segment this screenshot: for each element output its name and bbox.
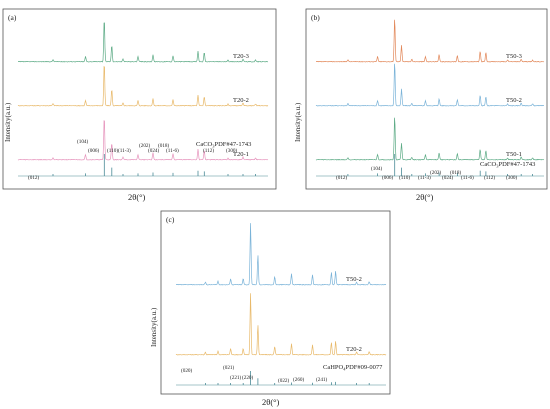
hkl-label: (112) xyxy=(203,147,214,154)
series-label: T50-2 xyxy=(506,97,522,104)
hkl-label: (260) xyxy=(293,376,305,383)
hkl-label: (006) xyxy=(88,147,100,154)
hkl-label: (300) xyxy=(506,174,518,181)
panel-label: (b) xyxy=(311,13,320,22)
series-label: T50-2 xyxy=(346,276,362,283)
hkl-label: (024) xyxy=(148,147,160,154)
hkl-label: (104) xyxy=(371,165,383,172)
hkl-label: (012) xyxy=(336,174,348,181)
hkl-label: (11-6) xyxy=(461,174,474,181)
series-line xyxy=(17,120,269,161)
hkl-label: (11-6) xyxy=(166,147,179,154)
series-line xyxy=(315,117,545,161)
panel-a: (a) Intensity(a.u.) 2θ(°) T20-3 T20-2 T20-… xyxy=(0,2,277,202)
series-line xyxy=(18,22,269,63)
hkl-label: (012) xyxy=(28,174,40,181)
plot-frame xyxy=(305,8,548,190)
hkl-label: (11-3) xyxy=(418,174,431,181)
series-group: T50-2 T20-2 xyxy=(175,223,387,356)
hkl-label: (018) xyxy=(450,169,462,176)
reference-label: CaCO3PDF#47-1743 xyxy=(196,141,251,149)
hkl-label: (112) xyxy=(484,174,495,181)
y-axis-label: Intensity(a.u.) xyxy=(294,102,302,142)
series-label: T20-2 xyxy=(346,346,362,353)
reference-label: CaCO3PDF#47-1743 xyxy=(480,161,535,169)
series-line xyxy=(316,19,545,63)
hkl-label: (202) xyxy=(139,142,151,149)
hkl-label: (11-3) xyxy=(118,147,131,154)
series-label: T20-2 xyxy=(233,97,249,104)
hkl-label: (022) xyxy=(278,377,290,384)
plot-frame xyxy=(2,8,277,190)
series-label: T50-1 xyxy=(506,151,522,158)
panel-label: (a) xyxy=(8,13,17,22)
plot-frame xyxy=(160,210,391,395)
series-label: T50-3 xyxy=(506,53,522,60)
xrd-chart-a: (a) Intensity(a.u.) 2θ(°) T20-3T20-2T20-… xyxy=(2,8,277,202)
series-group: T50-3 T50-2 T50-1 xyxy=(315,19,545,161)
series-line xyxy=(17,65,269,107)
xrd-chart-c: (c) Intensity(a.u.) 2θ(°) T50-2 T20-2 CaH… xyxy=(150,210,391,407)
hkl-label: (300) xyxy=(226,147,238,154)
hkl-label: (110) xyxy=(399,174,410,181)
panel-b: (b) Intensity(a.u.) 2θ(°) T50-3 T50-2 T50-… xyxy=(278,2,548,202)
y-axis-label: Intensity(a.u.) xyxy=(4,102,12,142)
hkl-label: (006) xyxy=(382,174,394,181)
hkl-label: (104) xyxy=(77,138,89,145)
series-group: T20-3 T20-2 T20-1 xyxy=(17,22,269,161)
x-axis-label: 2θ(°) xyxy=(262,397,280,407)
hkl-label: (220) xyxy=(242,374,254,381)
hkl-label: (024) xyxy=(442,174,454,181)
hkl-label: (202) xyxy=(430,169,442,176)
hkl-label: (110) xyxy=(107,147,118,154)
reference-group: CaCO3PDF#47-1743 (012) (104) (006) (110) (11-… xyxy=(316,154,544,181)
xrd-chart-b: (b) Intensity(a.u.) 2θ(°) T50-3T50-2T50-… xyxy=(294,8,548,202)
reference-group: CaCO3PDF#47-1743(012)(104)(006) (110) (11-… xyxy=(18,138,268,181)
series-line xyxy=(175,293,387,356)
reference-group: CaHPO4PDF#09-0077 (020) (021) (221) (220) (02… xyxy=(176,364,386,386)
hkl-label: (018) xyxy=(158,142,170,149)
hkl-label: (221) xyxy=(230,374,242,381)
panel-c: (c) Intensity(a.u.) 2θ(°) T50-2 T20-2 CaH… xyxy=(150,207,392,407)
series-label: T20-1 xyxy=(233,151,249,158)
hkl-label: (021) xyxy=(223,364,235,371)
hkl-label: (241) xyxy=(316,376,328,383)
panel-label: (c) xyxy=(166,215,175,224)
series-line xyxy=(315,63,544,107)
series-label: T20-3 xyxy=(233,53,249,60)
x-axis-label: 2θ(°) xyxy=(416,192,434,202)
series-line xyxy=(176,223,387,286)
y-axis-label: Intensity(a.u.) xyxy=(150,307,158,347)
reference-label: CaHPO4PDF#09-0077 xyxy=(323,364,383,372)
x-axis-label: 2θ(°) xyxy=(128,192,146,202)
hkl-label: (020) xyxy=(181,367,193,374)
